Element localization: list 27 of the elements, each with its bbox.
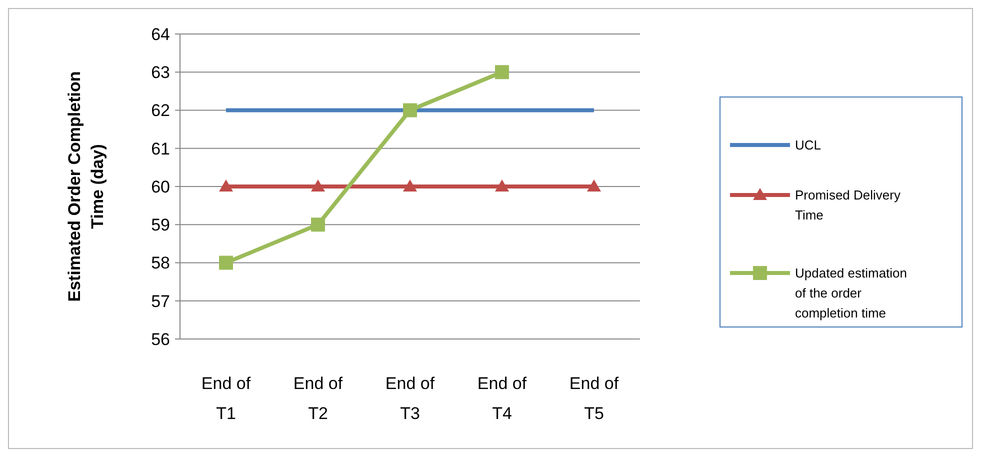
legend-label: UCL [795,138,822,153]
x-tick-label: End of T5 [569,374,619,423]
legend-label: Promised Delivery Time [795,188,901,223]
point [495,180,509,192]
y-axis-title: Estimated Order Completion Time (day) [65,71,107,302]
y-tick-label: 63 [151,63,170,82]
y-tick-label: 59 [151,216,170,235]
point [311,218,325,232]
x-tick-label: End of T4 [477,374,527,423]
y-tick-label: 60 [151,177,170,196]
y-tick-label: 64 [151,24,170,44]
point [219,180,233,192]
x-tick-label: End of T2 [293,374,343,423]
x-tick-label: End of T3 [385,374,435,423]
point [587,180,601,192]
point [219,256,233,270]
y-tick-label: 56 [151,330,170,349]
point [403,103,417,118]
point [495,65,509,80]
y-tick-label: 62 [151,101,170,120]
legend-label: Updated estimation of the order completion time [795,266,908,321]
point [403,180,417,192]
y-tick-label: 57 [151,292,170,311]
y-tick-label: 61 [151,139,170,158]
y-tick-label: 58 [151,254,170,273]
x-tick-label: End of T1 [201,374,251,423]
point [311,180,325,192]
